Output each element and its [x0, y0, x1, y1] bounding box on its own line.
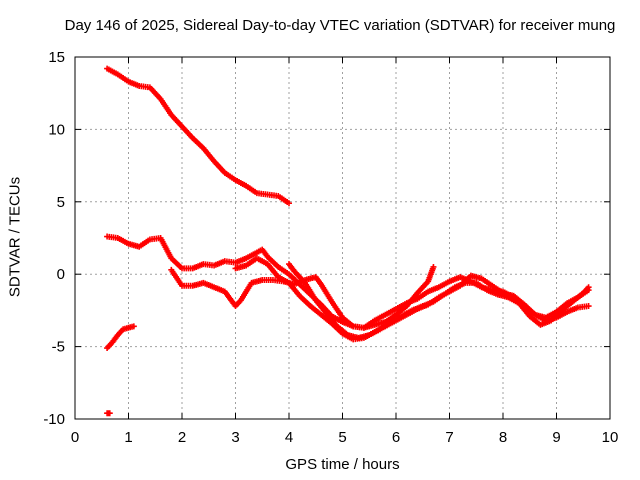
x-axis-label: GPS time / hours	[285, 456, 400, 473]
axis-ticks: 0 1 2 3 4 5 6 7 8 9 10 -10 -5 0 5 10 15	[43, 49, 618, 446]
x-tick-label: 7	[445, 429, 453, 446]
y-tick-label: 5	[57, 194, 65, 211]
x-tick-label: 5	[338, 429, 346, 446]
series-arc-1	[104, 65, 292, 207]
y-tick-label: 0	[57, 266, 65, 283]
data-point	[286, 200, 292, 207]
plot-frame	[74, 56, 611, 420]
x-tick-label: 9	[552, 429, 560, 446]
chart-title: Day 146 of 2025, Sidereal Day-to-day VTE…	[64, 17, 616, 34]
x-tick-label: 8	[499, 429, 507, 446]
grid-lines	[75, 57, 610, 419]
data-point	[585, 303, 592, 310]
x-tick-label: 4	[285, 429, 293, 446]
y-tick-label: 10	[48, 121, 65, 138]
x-tick-label: 1	[124, 429, 132, 446]
x-tick-label: 2	[178, 429, 186, 446]
data-point	[585, 284, 592, 291]
y-axis-label: SDTVAR / TECUs	[6, 176, 24, 298]
x-tick-label: 3	[231, 429, 239, 446]
data-point	[106, 410, 113, 417]
x-tick-label: 0	[71, 429, 79, 446]
data-point	[130, 323, 137, 330]
series-arc-5	[286, 261, 592, 341]
x-tick-label: 6	[392, 429, 400, 446]
series-arc-7	[104, 410, 113, 417]
series-arc-6	[104, 323, 137, 352]
y-tick-label: -5	[52, 339, 65, 356]
x-tick-label: 10	[602, 429, 619, 446]
y-tick-label: -10	[43, 411, 65, 428]
y-tick-label: 15	[48, 49, 65, 66]
plot-area	[104, 65, 592, 417]
data-point	[430, 263, 437, 270]
